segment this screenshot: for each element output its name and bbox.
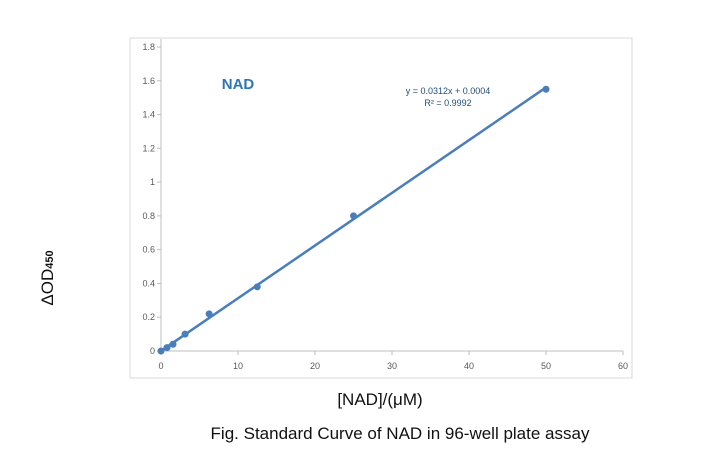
x-tick-label: 0 [158,361,163,371]
data-point [181,330,189,338]
y-tick-label: 0.2 [142,312,155,322]
data-point [169,340,177,348]
x-tick-label: 50 [541,361,551,371]
y-axis-title-main: ΔOD [38,268,57,306]
y-tick-label: 1.2 [142,143,155,153]
y-tick-label: 0 [150,346,155,356]
x-tick-label: 20 [310,361,320,371]
y-tick-label: 1.8 [142,42,155,52]
y-tick-label: 0.4 [142,278,155,288]
x-tick-label: 30 [387,361,397,371]
x-tick-label: 40 [464,361,474,371]
data-point [542,85,550,93]
figure-caption: Fig. Standard Curve of NAD in 96-well pl… [210,424,590,443]
data-point [157,347,165,355]
chart-title: NAD [222,76,255,93]
y-tick-label: 1 [150,177,155,187]
axes [157,39,624,355]
data-marks [157,85,550,355]
data-point [350,212,357,220]
y-axis-title: ΔOD450 [38,248,58,308]
tick-labels: 0 0.2 0.4 0.6 0.8 1 1.2 1.4 1.6 1.8 0 10 20 30 40 50 60 [142,42,628,371]
y-tick-label: 1.4 [142,110,155,120]
y-axis-title-subscript: 450 [44,250,56,269]
y-tick-label: 0.6 [142,245,155,255]
x-tick-label: 60 [618,361,628,371]
trendline-equation: y = 0.0312x + 0.0004 [406,86,491,96]
y-tick-label: 1.6 [142,76,155,86]
data-point [253,283,261,291]
plot-area-border [129,37,633,379]
data-point [163,344,171,352]
x-tick-label: 10 [233,361,243,371]
trendline-r2: R² = 0.9992 [424,98,471,108]
data-point [205,310,213,318]
x-axis-title: [NAD]/(μM) [337,390,423,409]
y-tick-label: 0.8 [142,211,155,221]
